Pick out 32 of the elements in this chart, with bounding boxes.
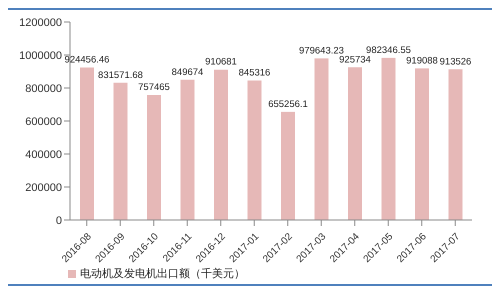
- data-label: 919088: [406, 55, 438, 66]
- y-tick-label: 200000: [25, 182, 62, 194]
- bar: [180, 80, 194, 220]
- data-label: 925734: [339, 54, 371, 66]
- bar: [314, 58, 328, 220]
- bar: [80, 67, 94, 220]
- data-label: 849674: [172, 66, 204, 78]
- bar: [147, 95, 161, 220]
- y-tick-label: 800000: [25, 82, 62, 95]
- y-tick-label: 600000: [25, 116, 62, 128]
- data-label: 979643.23: [299, 45, 344, 56]
- data-label: 913526: [440, 56, 472, 68]
- data-label: 910681: [205, 56, 237, 68]
- data-label: 655256.1: [268, 98, 308, 110]
- data-label: 924456.46: [64, 54, 110, 66]
- bar: [281, 112, 295, 220]
- y-tick-label: 1000000: [19, 50, 62, 62]
- bar: [448, 69, 462, 220]
- bar: [248, 80, 262, 220]
- y-tick-label: 400000: [25, 148, 62, 161]
- data-label: 982346.55: [366, 44, 411, 56]
- bar: [348, 67, 362, 220]
- bar: [214, 70, 228, 220]
- bar: [382, 58, 396, 220]
- bar: [415, 68, 429, 220]
- data-label: 831571.68: [98, 70, 143, 81]
- y-tick-label: 0: [56, 214, 62, 227]
- data-label: 757465: [138, 82, 170, 94]
- data-label: 845316: [238, 68, 270, 79]
- bar: [114, 82, 128, 220]
- legend-label: 电动机及发电机出口额（千美元）: [80, 268, 245, 280]
- y-tick-label: 1200000: [19, 16, 62, 29]
